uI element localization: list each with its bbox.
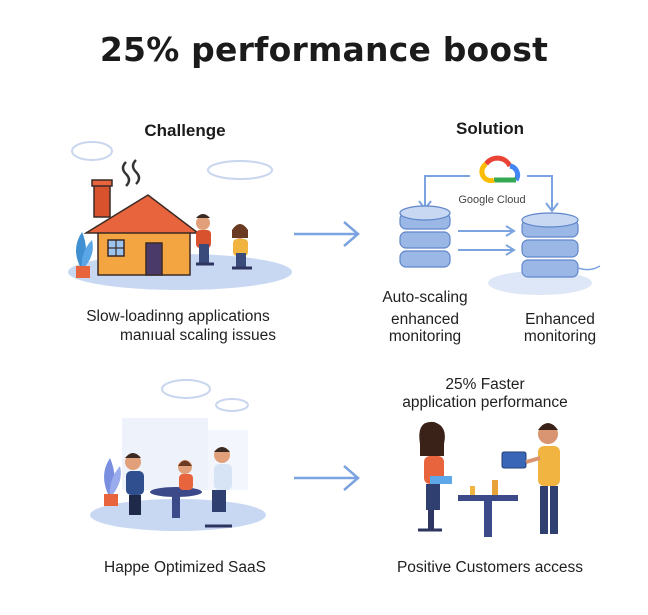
google-cloud-label: Google Cloud xyxy=(458,194,526,206)
solution-right-label-line1: Enhanced xyxy=(525,311,595,328)
solution-left-label-line2: enhanced xyxy=(390,311,460,328)
challenge-heading: Challenge xyxy=(144,121,226,140)
solution-right-label-line2: monitoring xyxy=(523,328,597,345)
google-cloud-icon xyxy=(473,155,521,185)
solution-heading: Solution xyxy=(456,119,524,138)
bottom-right-caption: Positive Customers access xyxy=(396,559,584,576)
challenge-caption-line2: manıual scaling issues xyxy=(120,327,276,344)
challenge-caption-line1: Slow-loadinng applications xyxy=(86,308,270,325)
page-title: 25% performance boost xyxy=(99,30,549,69)
bottom-left-caption: Happe Optimized SaaS xyxy=(104,559,266,576)
results-top-line1: 25% Faster xyxy=(445,376,525,393)
results-top-line2: application performance xyxy=(402,394,568,411)
solution-left-label-line1: Auto-scaling xyxy=(382,289,468,306)
solution-left-label-line3: monitoring xyxy=(388,328,462,345)
